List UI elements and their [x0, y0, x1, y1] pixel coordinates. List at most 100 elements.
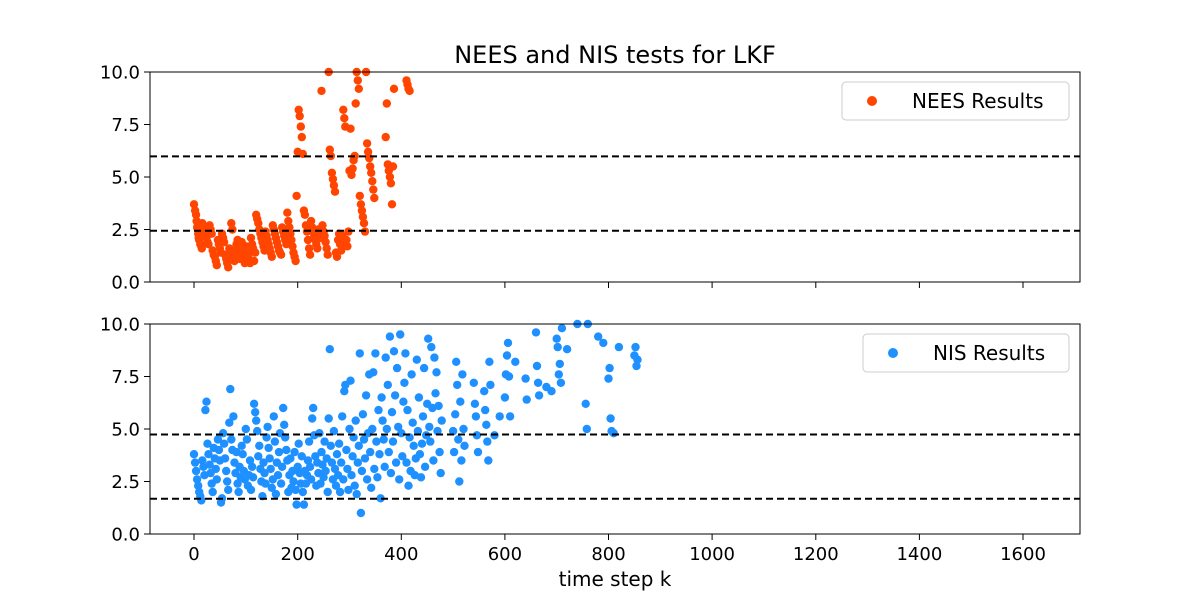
nis-point: [293, 462, 302, 471]
nis-point: [554, 370, 563, 379]
nees-point: [387, 200, 397, 209]
nis-point: [325, 345, 334, 354]
nis-point: [486, 380, 495, 390]
nis-point: [329, 426, 339, 436]
nis-point: [265, 454, 274, 463]
nis-points: [189, 319, 642, 518]
nis-point: [266, 464, 275, 474]
nis-point: [254, 452, 263, 461]
nees-point: [318, 221, 327, 230]
nis-point: [367, 483, 376, 492]
nis-point: [408, 418, 417, 427]
nees-point: [320, 231, 329, 240]
nis-point: [356, 508, 366, 518]
nis-point: [362, 475, 372, 484]
nees-point: [353, 76, 362, 85]
nis-point: [469, 378, 478, 387]
nis-point: [214, 445, 224, 455]
nis-point: [485, 357, 494, 366]
nis-point: [334, 439, 344, 448]
nis-point: [282, 445, 291, 455]
nis-point: [204, 450, 213, 459]
nis-point: [294, 439, 303, 448]
nis-point: [531, 328, 541, 337]
nees-point: [356, 200, 366, 209]
nis-point: [429, 456, 438, 465]
nis-y-tick-label: 10.0: [100, 315, 140, 336]
nis-point: [330, 464, 340, 474]
nis-y-tick-label: 5.0: [111, 420, 140, 441]
nis-point: [400, 378, 409, 387]
nis-point: [397, 429, 406, 438]
nees-point: [246, 233, 256, 243]
nees-point: [339, 105, 348, 115]
nis-point: [211, 464, 220, 474]
nis-point: [398, 452, 407, 461]
nis-point: [381, 353, 390, 362]
nis-panel: 0 200 400 600 800 1000 1200 1400 1600 0.0 2.5 5.0 7.…: [100, 315, 1081, 566]
nis-point: [371, 349, 380, 358]
nees-point: [330, 187, 340, 196]
nis-point: [633, 355, 642, 364]
nis-point: [355, 349, 364, 358]
nis-point: [473, 447, 483, 457]
nis-point: [395, 475, 404, 484]
nis-point: [403, 405, 412, 415]
nees-point: [366, 162, 375, 171]
nis-point: [327, 458, 337, 467]
nis-point: [263, 422, 272, 432]
nis-point: [249, 399, 259, 408]
nis-point: [427, 342, 436, 352]
nees-point: [381, 132, 390, 142]
nis-point: [382, 424, 391, 434]
nis-point: [448, 426, 458, 436]
nis-point: [291, 485, 300, 495]
nees-y-tick-label: 2.5: [111, 220, 140, 241]
nis-point: [305, 462, 315, 471]
nis-point: [472, 431, 482, 440]
nis-x-tick-label: 800: [591, 544, 625, 565]
nis-point: [383, 380, 392, 390]
nis-point: [276, 479, 286, 488]
nees-point: [369, 185, 378, 194]
nis-point: [264, 443, 273, 453]
nis-point: [504, 372, 514, 381]
nis-point: [316, 479, 325, 488]
nis-point: [224, 485, 233, 495]
nis-point: [426, 437, 435, 446]
nis-point: [483, 437, 492, 446]
nis-legend-label: NIS Results: [933, 341, 1045, 365]
nees-point: [405, 86, 414, 96]
nees-point: [249, 256, 259, 266]
nis-point: [599, 338, 608, 348]
nees-point: [191, 210, 201, 219]
nis-point: [456, 397, 465, 406]
nis-point: [277, 462, 287, 471]
nees-point: [368, 177, 377, 186]
nees-point: [224, 263, 233, 272]
nis-point: [189, 450, 199, 459]
nis-point: [338, 412, 347, 421]
nis-point: [191, 466, 201, 476]
nis-point: [218, 429, 228, 438]
nees-point: [363, 147, 373, 156]
nis-point: [203, 439, 212, 448]
nis-point: [233, 479, 242, 488]
nis-point: [292, 500, 301, 509]
nis-point: [547, 387, 556, 396]
nis-point: [319, 473, 328, 482]
nis-point: [252, 416, 261, 425]
nis-point: [345, 424, 354, 434]
nis-point: [436, 468, 445, 478]
nees-point: [306, 216, 316, 226]
nis-point: [435, 447, 444, 457]
nis-point: [352, 489, 361, 499]
nis-axis-ticks: 0 200 400 600 800 1000 1200 1400 1600 0.0 2.5 5.0 7.…: [100, 315, 1046, 566]
nis-point: [388, 437, 398, 446]
nis-point: [311, 452, 320, 461]
nis-point: [324, 414, 333, 423]
nis-point: [343, 464, 352, 474]
nees-point: [382, 99, 391, 108]
nis-point: [241, 424, 250, 434]
nis-point: [234, 487, 243, 497]
